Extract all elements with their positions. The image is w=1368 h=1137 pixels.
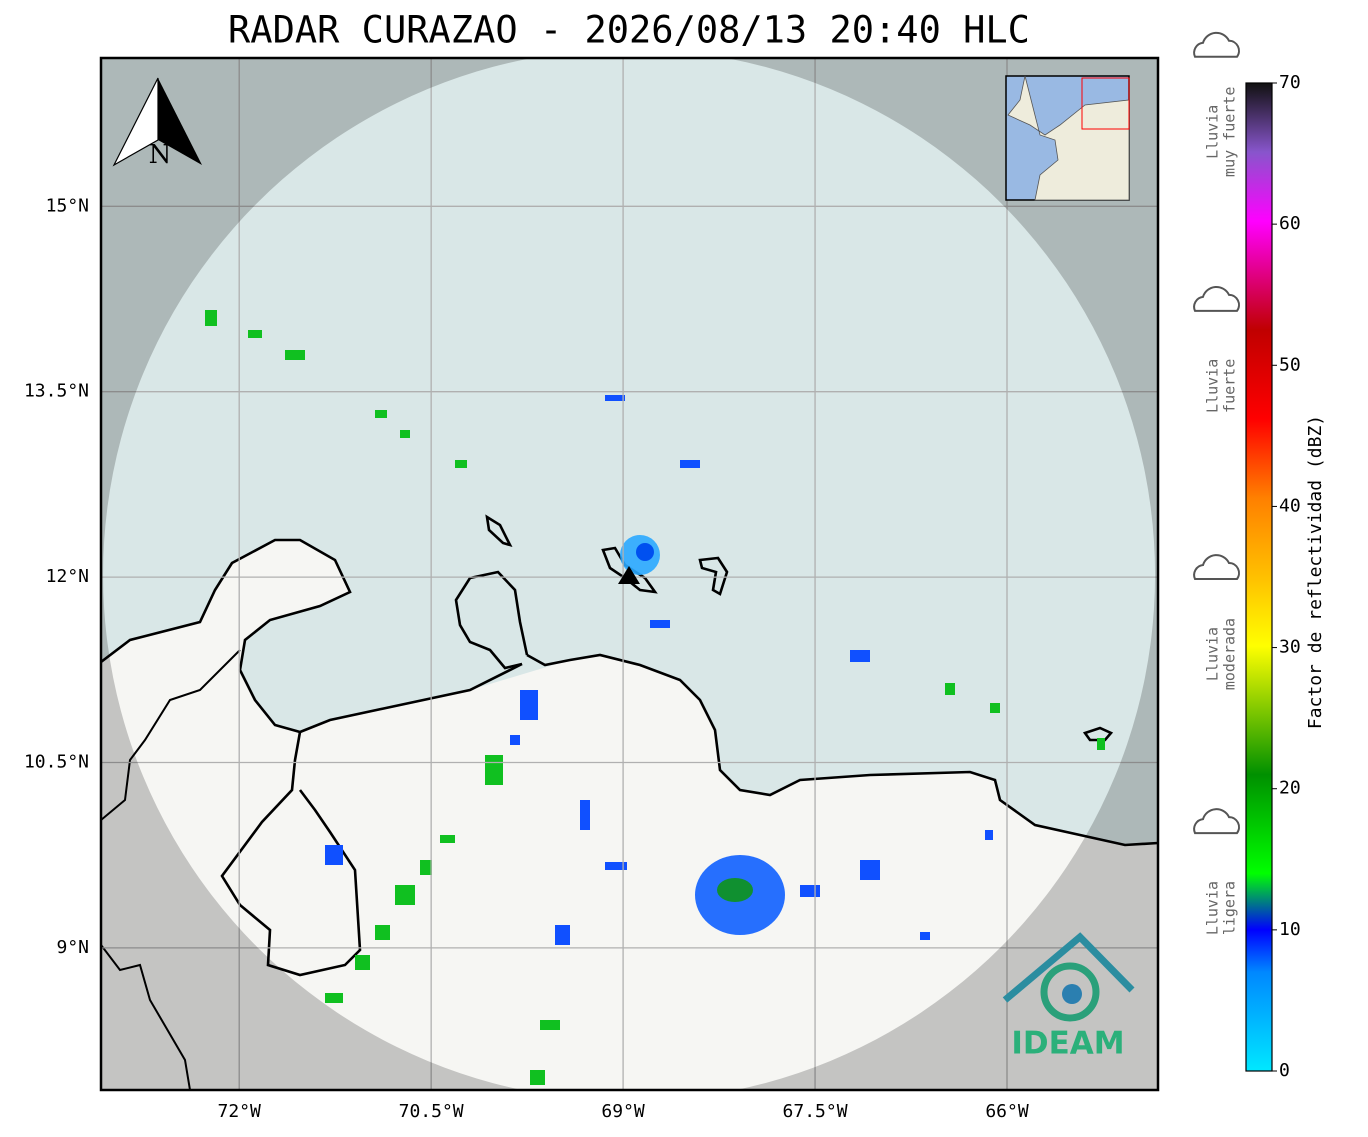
intensity-label: Lluvia moderada [1193, 554, 1240, 690]
colorbar-label: Factor de reflectividad (dBZ) [1305, 415, 1326, 729]
intensity-label-text: muy fuerte [1221, 87, 1239, 177]
intensity-label-text: Lluvia [1204, 359, 1222, 413]
colorbar-tick-label: 0 [1279, 1060, 1290, 1081]
colorbar-tick-label: 20 [1279, 778, 1301, 799]
intensity-label: Lluvia muy fuerte [1193, 31, 1240, 177]
intensity-label-text: ligera [1221, 881, 1239, 935]
intensity-label-text: Lluvia [1204, 881, 1222, 935]
radar-echoes [205, 310, 1105, 1085]
colorbar-tick-label: 60 [1279, 213, 1301, 234]
intensity-label-text: Lluvia [1204, 627, 1222, 681]
y-tick-label: 15°N [46, 195, 89, 216]
x-tick-label: 72°W [218, 1101, 262, 1122]
lake-maracaibo [220, 731, 362, 977]
intensity-label: Lluvia fuerte [1193, 285, 1240, 413]
grid [101, 58, 1158, 1090]
logo-text: IDEAM [1011, 1026, 1124, 1062]
y-tick-label: 10.5°N [24, 751, 89, 772]
colorbar-tick-label: 30 [1279, 637, 1301, 658]
intensity-label-text: Lluvia [1204, 105, 1222, 159]
cloud-icon [1193, 808, 1240, 835]
x-tick-label: 70.5°W [399, 1101, 464, 1122]
plot-frame [99, 56, 1160, 1092]
intensity-label-text: fuerte [1221, 359, 1239, 413]
island-bonaire [698, 556, 729, 596]
intensity-label: Lluvia ligera [1193, 808, 1240, 935]
cloud-icon [1193, 285, 1240, 312]
island-aruba [485, 514, 513, 548]
x-tick-label: 66°W [985, 1101, 1029, 1122]
colorbar-tick-label: 10 [1279, 919, 1301, 940]
logo: IDEAM [1002, 932, 1135, 1062]
x-tick-label: 69°W [601, 1101, 645, 1122]
colorbar-tick-label: 50 [1279, 354, 1301, 375]
north-label: N [149, 140, 172, 170]
border [101, 649, 241, 1090]
island-curacao [601, 546, 658, 594]
y-tick-label: 9°N [56, 937, 89, 958]
map: N IDEAM [101, 58, 1158, 1090]
cloud-icon [1193, 554, 1240, 581]
inset-map [1005, 75, 1130, 201]
x-tick-label: 67.5°W [783, 1101, 848, 1122]
title: RADAR CURAZAO - 2026/08/13 20:40 HLC [228, 9, 1030, 52]
colorbar-tick-label: 70 [1279, 72, 1301, 93]
island-east [1082, 726, 1114, 742]
y-tick-label: 12°N [46, 566, 89, 587]
coastline [101, 538, 1158, 847]
colorbar-tick-label: 40 [1279, 495, 1301, 516]
north-arrow: N [112, 77, 202, 170]
radar-site [618, 566, 640, 584]
intensity-label-text: moderada [1221, 618, 1239, 690]
land [101, 540, 1158, 1090]
colorbar [1245, 82, 1273, 1072]
y-tick-label: 13.5°N [24, 381, 89, 402]
cloud-icon [1193, 31, 1240, 58]
paraguana [454, 570, 529, 670]
